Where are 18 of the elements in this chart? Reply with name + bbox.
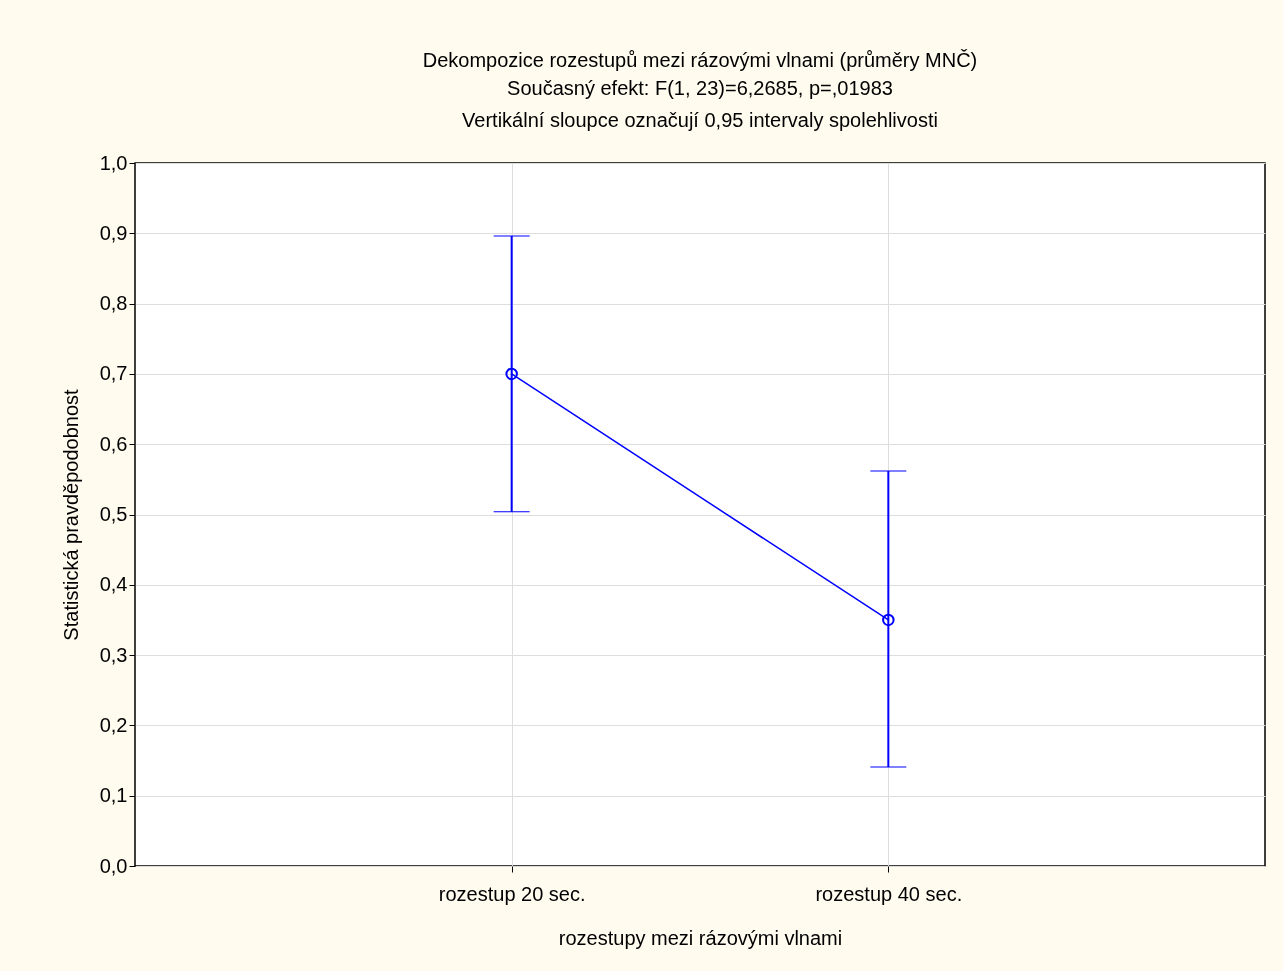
y-tick-label: 1,0 [99, 151, 128, 174]
chart-subtitle: Současný efekt: F(1, 23)=6,2685, p=,01983 [507, 77, 893, 99]
y-tick-label: 0,4 [99, 573, 128, 596]
y-tick-label: 0,9 [99, 221, 128, 244]
y-tick-label: 0,5 [99, 503, 128, 525]
y-tick-label: 0,8 [99, 292, 128, 315]
x-tick-label: rozestup 40 sec. [815, 882, 963, 905]
x-tick-label: rozestup 20 sec. [438, 882, 586, 905]
y-tick-label: 0,7 [99, 362, 128, 385]
y-tick-label: 0,3 [99, 643, 128, 666]
y-axis-title: Statistická pravděpodobnost [59, 388, 82, 641]
y-tick-label: 0,6 [99, 432, 128, 455]
y-tick-label: 0,1 [99, 784, 128, 807]
text: Vertikální sloupce označují 0,95 intervaly spolehlivosti [462, 109, 938, 131]
y-tick-label: 0,2 [99, 713, 128, 736]
x-axis-title: rozestupy mezi rázovými vlnami [558, 926, 843, 949]
y-tick-label: 0,0 [99, 854, 128, 877]
chart-title: Dekompozice rozestupů mezi rázovými vlnami (průměry MNČ) [422, 49, 978, 71]
